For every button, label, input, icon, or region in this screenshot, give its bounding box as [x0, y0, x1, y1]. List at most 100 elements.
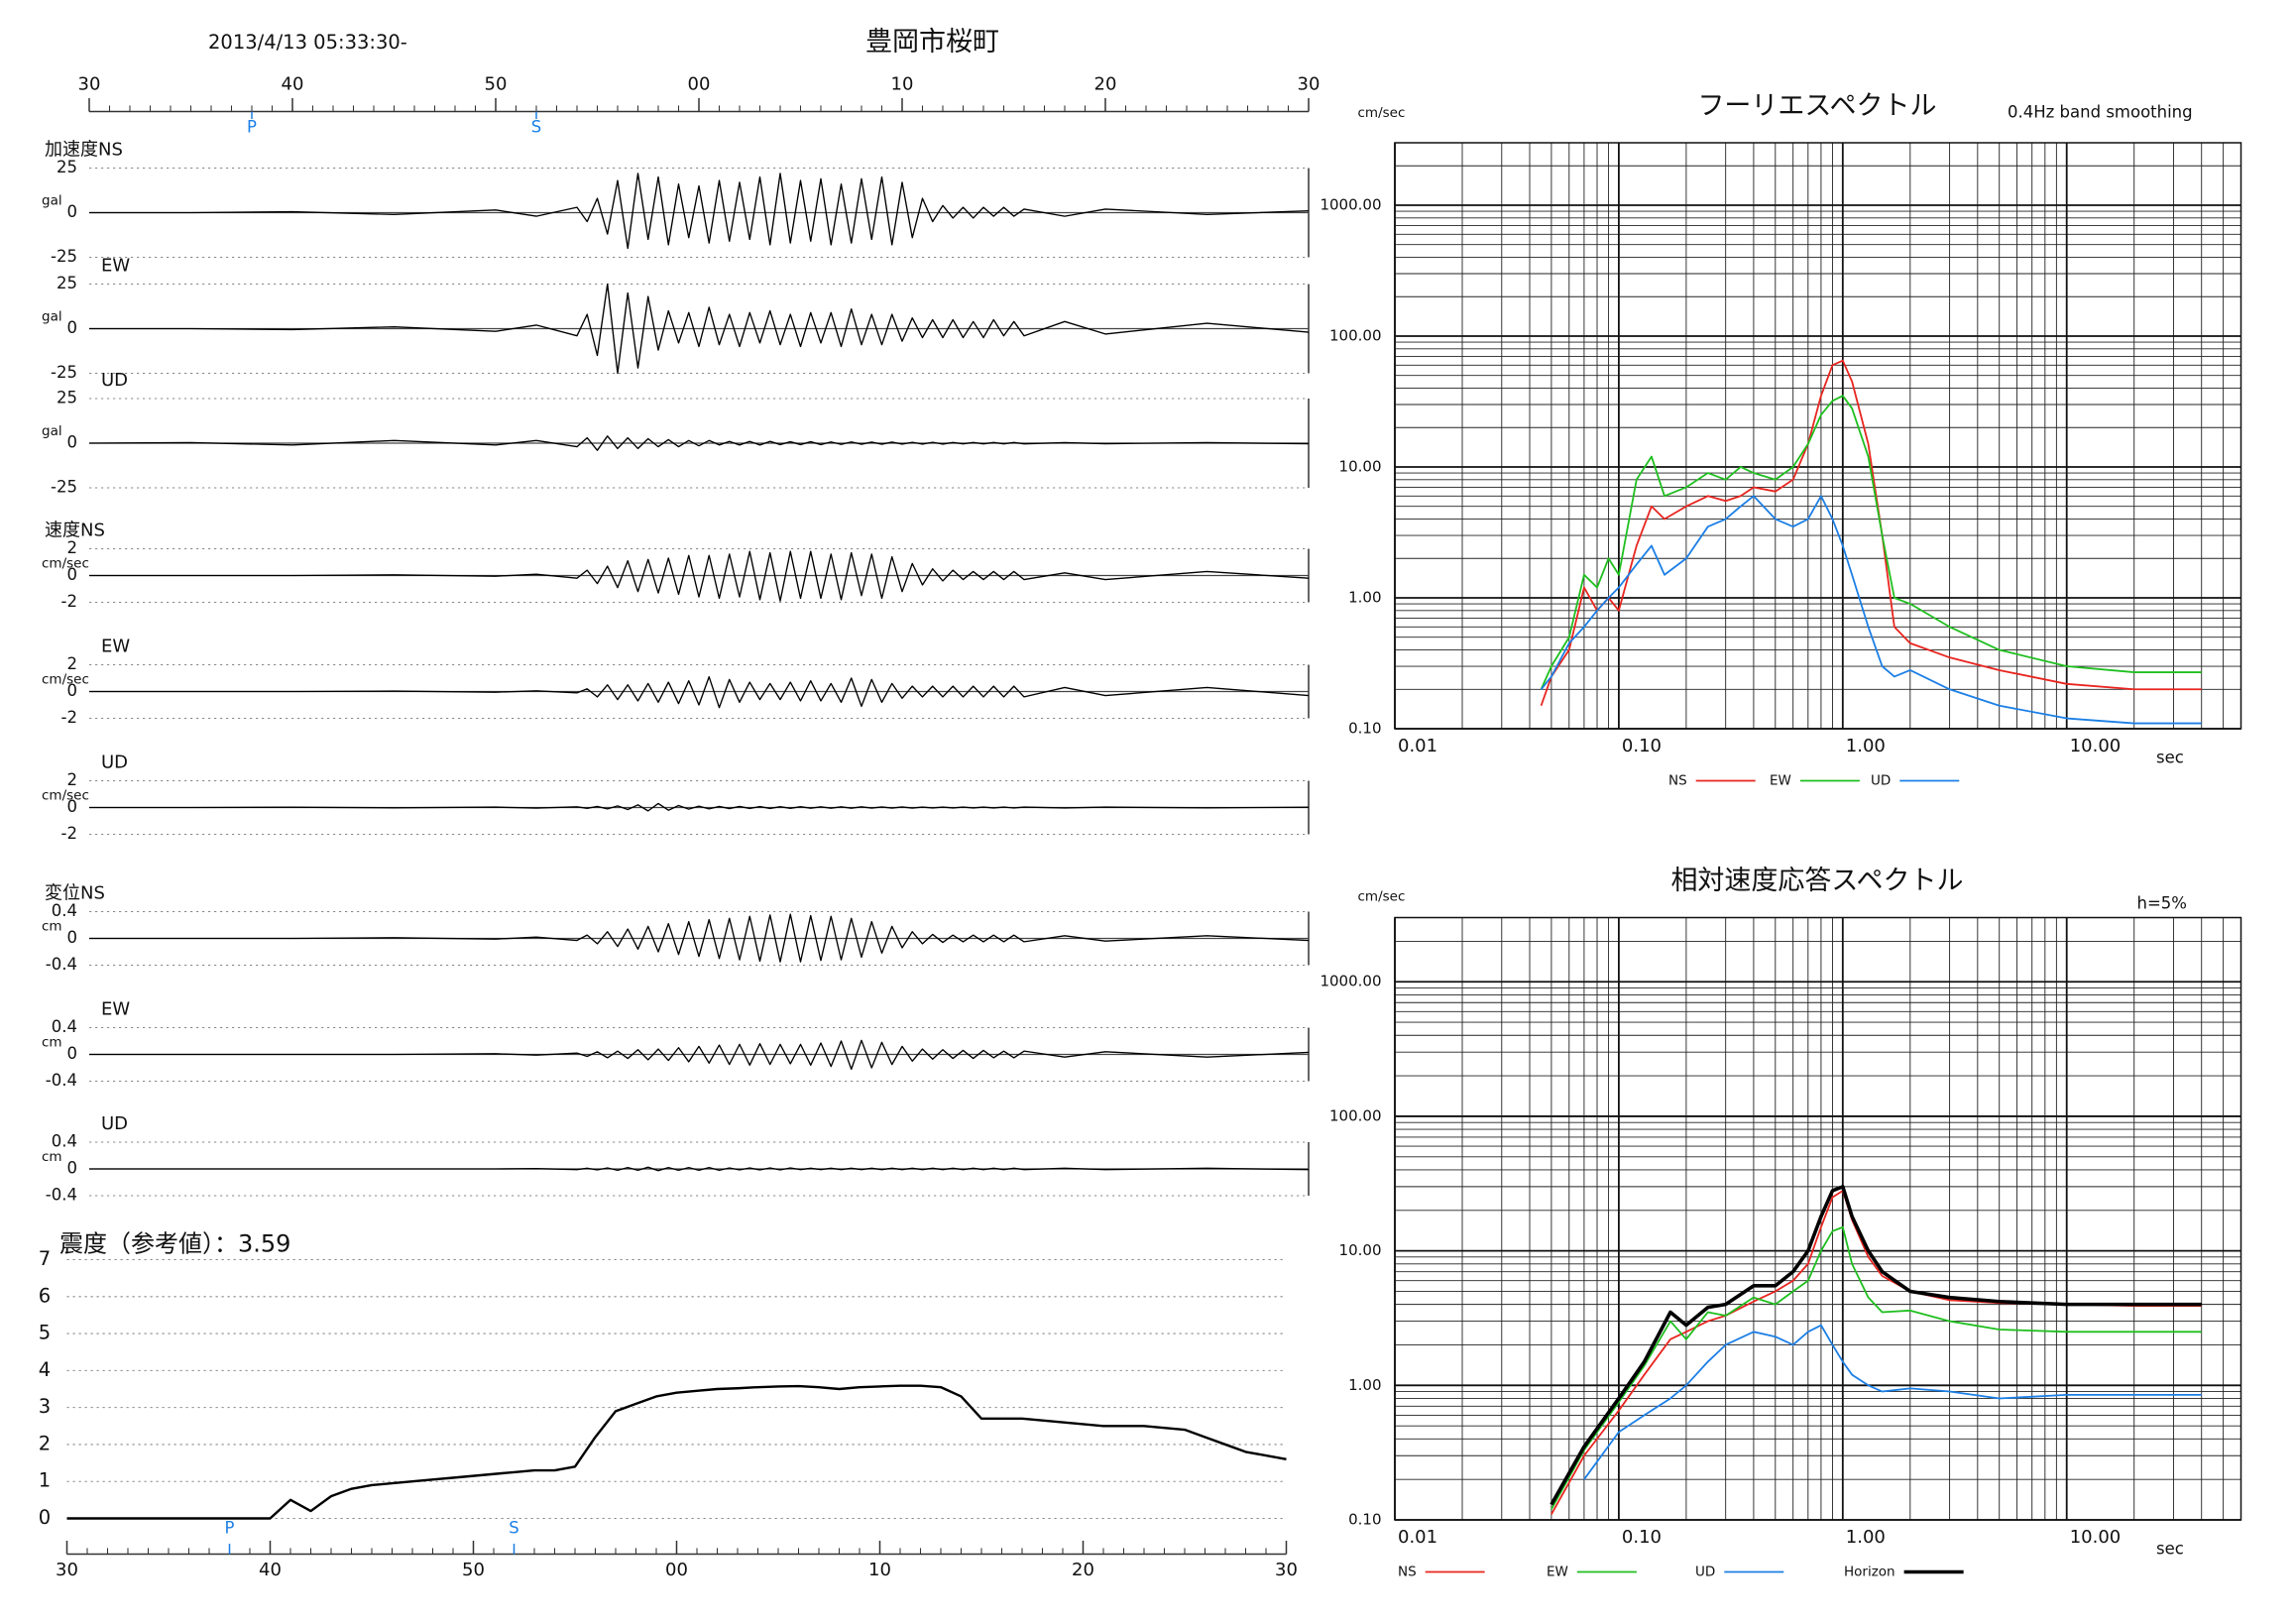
y-axis-label: cm/sec: [1358, 105, 1406, 121]
y-tick-label: 0.10: [1348, 1511, 1381, 1529]
y-tick-label: 4: [39, 1358, 51, 1381]
phase-label: P: [247, 118, 257, 137]
phase-label: S: [531, 118, 541, 137]
y-tick-label: 100.00: [1329, 326, 1382, 344]
chart-title: 相対速度応答スペクトル: [1670, 866, 1963, 896]
y-tick-label: -25: [51, 478, 77, 497]
spectrum-line: [1550, 1190, 2202, 1515]
y-tick-label: 0: [67, 318, 78, 337]
plot-frame: [1394, 142, 2242, 730]
spectrum-line: [1540, 495, 2202, 725]
legend-label: EW: [1547, 1565, 1568, 1580]
x-tick-label: 40: [282, 74, 304, 95]
x-tick-label: 30: [1298, 74, 1320, 95]
waveform-trace: [89, 173, 1310, 250]
x-tick-label: 50: [462, 1560, 485, 1580]
x-tick-label: 1.00: [1846, 1527, 1886, 1548]
x-axis-label: sec: [2156, 749, 2184, 767]
panel-label: 変位NS: [45, 883, 105, 904]
panel-label: EW: [101, 999, 130, 1020]
x-tick-label: 30: [56, 1560, 78, 1580]
panel-unit: gal: [42, 423, 62, 439]
y-tick-label: 1: [39, 1469, 51, 1492]
panel-label: UD: [101, 370, 128, 391]
y-tick-label: 3: [39, 1395, 51, 1418]
panel-unit: cm/sec: [42, 556, 89, 572]
waveform-trace: [89, 1166, 1310, 1172]
annotation: 0.4Hz band smoothing: [2008, 103, 2193, 122]
waveform-trace: [89, 802, 1310, 812]
y-tick-label: -2: [61, 824, 77, 843]
y-tick-label: 0: [67, 1159, 78, 1178]
x-tick-label: 30: [78, 74, 101, 95]
y-tick-label: 1000.00: [1320, 195, 1381, 213]
x-tick-label: 00: [665, 1560, 688, 1580]
y-tick-label: 0.4: [52, 901, 77, 920]
y-tick-label: -25: [51, 363, 77, 382]
panel-label: UD: [101, 753, 128, 773]
legend-label: UD: [1871, 773, 1891, 789]
x-tick-label: 00: [688, 74, 711, 95]
annotation: h=5%: [2137, 894, 2187, 913]
chart-title: フーリエスペクトル: [1697, 91, 1936, 122]
y-tick-label: 6: [39, 1284, 51, 1307]
x-tick-label: 10: [891, 74, 914, 95]
x-tick-label: 10.00: [2070, 1527, 2122, 1548]
y-tick-label: 0: [67, 1044, 78, 1063]
y-axis-label: cm/sec: [1358, 889, 1406, 905]
legend-label: EW: [1770, 773, 1791, 789]
y-tick-label: 10.00: [1339, 1241, 1382, 1259]
x-tick-label: 20: [1072, 1560, 1094, 1580]
panel-label: UD: [101, 1113, 128, 1134]
x-tick-label: 1.00: [1846, 736, 1886, 756]
y-tick-label: 0: [67, 928, 78, 947]
x-tick-label: 0.01: [1398, 1527, 1437, 1548]
y-tick-label: -2: [61, 592, 77, 611]
y-tick-label: 0: [67, 202, 78, 221]
intensity-line: [66, 1384, 1287, 1520]
y-tick-label: 2: [67, 538, 78, 557]
y-tick-label: 25: [57, 389, 77, 407]
x-tick-label: 0.10: [1622, 1527, 1662, 1548]
y-tick-label: 25: [57, 274, 77, 292]
waveform-trace: [88, 435, 1310, 451]
y-tick-label: -25: [51, 247, 77, 266]
y-tick-label: 1.00: [1348, 1376, 1381, 1394]
legend-label: Horizon: [1844, 1565, 1895, 1580]
spectrum-line: [1583, 1324, 2202, 1480]
waveform-trace: [89, 675, 1310, 709]
y-tick-label: -0.4: [46, 955, 77, 974]
y-tick-label: 25: [57, 158, 77, 176]
panel-unit: cm/sec: [42, 788, 89, 804]
x-tick-label: 40: [259, 1560, 282, 1580]
legend-label: NS: [1668, 773, 1687, 789]
waveform-trace: [89, 550, 1310, 602]
y-tick-label: 5: [39, 1322, 51, 1344]
waveform-trace: [89, 283, 1310, 375]
x-tick-label: 20: [1094, 74, 1117, 95]
plot-frame: [1394, 916, 2242, 1521]
subtitle: 2013/4/13 05:33:30-: [208, 31, 407, 54]
panel-label: 速度NS: [45, 521, 105, 541]
panel-label: EW: [101, 637, 130, 657]
y-tick-label: 1000.00: [1320, 973, 1381, 990]
waveform-trace: [89, 913, 1310, 963]
panel-unit: gal: [42, 309, 62, 325]
chart-title: 震度（参考値）：3.59: [59, 1230, 290, 1258]
y-tick-label: 100.00: [1329, 1106, 1382, 1124]
y-tick-label: -0.4: [46, 1071, 77, 1090]
x-tick-label: 30: [1275, 1560, 1298, 1580]
panel-label: 加速度NS: [45, 140, 123, 161]
legend-label: UD: [1695, 1565, 1715, 1580]
x-tick-label: 0.10: [1622, 736, 1662, 756]
waveform-trace: [89, 1039, 1310, 1071]
spectrum-line: [1550, 1185, 2202, 1506]
panel-unit: gal: [42, 193, 62, 209]
panel-unit: cm: [42, 919, 62, 935]
panel-label: EW: [101, 256, 130, 277]
chart-title: 豊岡市桜町: [865, 27, 999, 58]
spectrum-line: [1540, 359, 2202, 707]
y-tick-label: 2: [67, 770, 78, 789]
y-tick-label: -0.4: [46, 1186, 77, 1205]
